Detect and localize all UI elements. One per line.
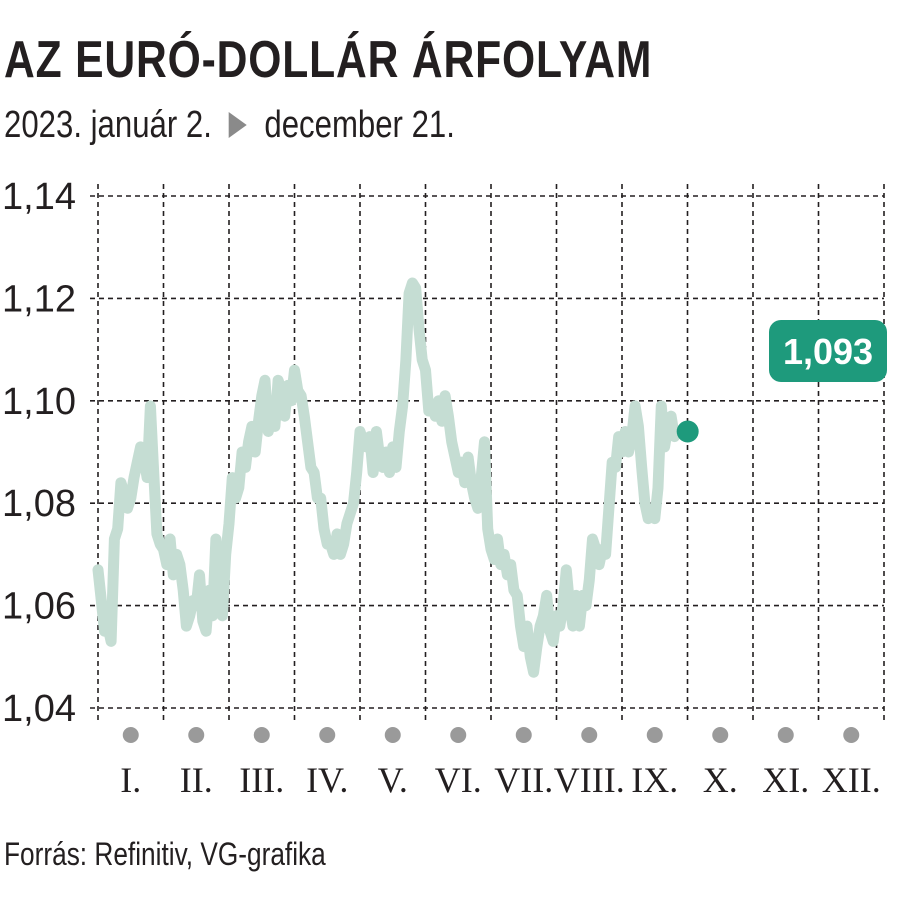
y-tick-label: 1,08 bbox=[2, 483, 76, 525]
x-tick-label: II. bbox=[180, 760, 213, 800]
y-tick-label: 1,04 bbox=[2, 688, 76, 730]
x-tick-label: VII. bbox=[494, 760, 553, 800]
source-note: Forrás: Refinitiv, VG-grafika bbox=[4, 836, 326, 872]
chart-subtitle: 2023. január 2. december 21. bbox=[4, 104, 455, 147]
x-tick-label: VI. bbox=[435, 760, 482, 800]
month-dot bbox=[450, 727, 467, 743]
y-tick-label: 1,06 bbox=[2, 586, 76, 628]
month-dot bbox=[319, 727, 336, 743]
x-tick-label: VIII. bbox=[554, 760, 625, 800]
x-tick-label: IV. bbox=[306, 760, 348, 800]
last-value-callout: 1,093 bbox=[769, 320, 887, 382]
y-tick-label: 1,12 bbox=[2, 278, 76, 320]
month-dot bbox=[188, 727, 205, 743]
month-dot bbox=[384, 727, 401, 743]
date-start: 2023. január 2. bbox=[4, 104, 212, 146]
month-dot bbox=[777, 727, 794, 743]
month-dot bbox=[515, 727, 532, 743]
month-dot bbox=[253, 727, 270, 743]
month-dot bbox=[646, 727, 663, 743]
x-tick-label: XII. bbox=[822, 760, 881, 800]
series-line bbox=[92, 277, 684, 678]
month-dot bbox=[122, 727, 139, 743]
x-tick-label: XI. bbox=[762, 760, 809, 800]
x-tick-label: IX. bbox=[631, 760, 678, 800]
last-value-dot bbox=[676, 420, 699, 443]
y-tick-label: 1,14 bbox=[2, 176, 76, 218]
callout-box bbox=[769, 320, 887, 382]
x-tick-label: X. bbox=[703, 760, 738, 800]
month-dot bbox=[843, 727, 860, 743]
chart-title: AZ EURÓ-DOLLÁR ÁRFOLYAM bbox=[4, 31, 653, 89]
play-arrow-icon bbox=[228, 111, 247, 138]
last-value-label: 1,093 bbox=[783, 331, 873, 372]
x-tick-label: I. bbox=[120, 760, 141, 800]
date-end: december 21. bbox=[264, 104, 455, 146]
y-tick-label: 1,10 bbox=[2, 381, 76, 423]
x-tick-label: III. bbox=[239, 760, 284, 800]
month-dot bbox=[712, 727, 729, 743]
x-tick-label: V. bbox=[378, 760, 408, 800]
month-dot bbox=[581, 727, 598, 743]
